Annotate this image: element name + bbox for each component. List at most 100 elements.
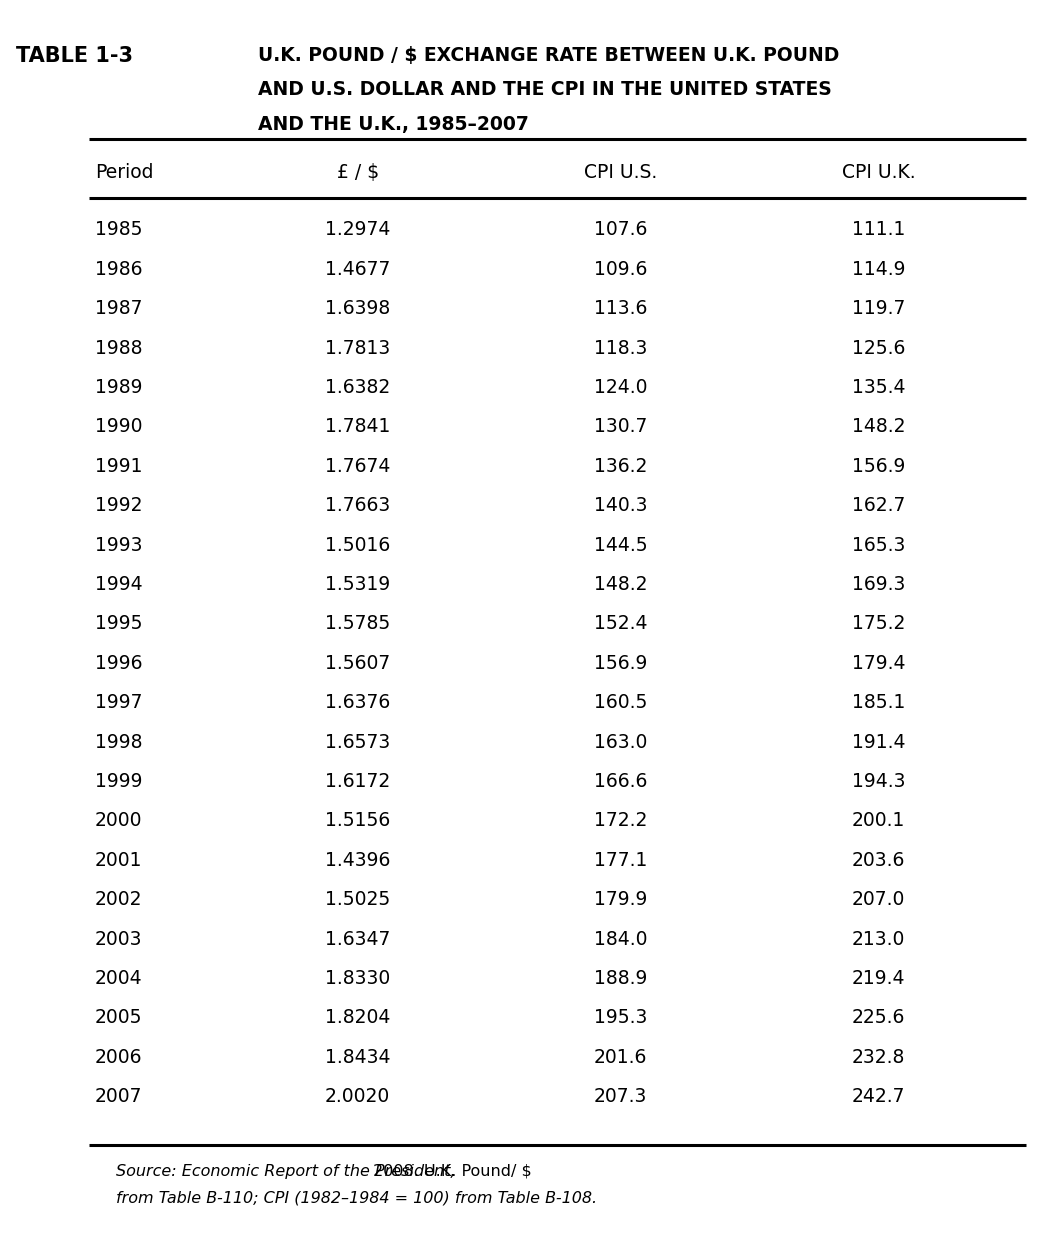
Text: 1.6573: 1.6573 (325, 733, 390, 751)
Text: 130.7: 130.7 (594, 417, 647, 436)
Text: 2001: 2001 (95, 851, 142, 870)
Text: 219.4: 219.4 (852, 969, 905, 988)
Text: 1995: 1995 (95, 614, 142, 634)
Text: 1.5785: 1.5785 (325, 614, 390, 634)
Text: 1994: 1994 (95, 574, 142, 594)
Text: 166.6: 166.6 (594, 773, 647, 791)
Text: 140.3: 140.3 (594, 496, 647, 515)
Text: 203.6: 203.6 (852, 851, 905, 870)
Text: 1985: 1985 (95, 220, 142, 239)
Text: 1.7841: 1.7841 (325, 417, 390, 436)
Text: 1986: 1986 (95, 260, 142, 279)
Text: 2002: 2002 (95, 890, 142, 909)
Text: 1991: 1991 (95, 457, 142, 475)
Text: 191.4: 191.4 (852, 733, 905, 751)
Text: 2005: 2005 (95, 1009, 142, 1028)
Text: 185.1: 185.1 (852, 693, 905, 712)
Text: 156.9: 156.9 (594, 654, 647, 672)
Text: 152.4: 152.4 (594, 614, 647, 634)
Text: 1.6376: 1.6376 (325, 693, 390, 712)
Text: 1987: 1987 (95, 300, 142, 318)
Text: 125.6: 125.6 (852, 338, 905, 358)
Text: 207.0: 207.0 (852, 890, 905, 909)
Text: 1.6398: 1.6398 (325, 300, 390, 318)
Text: 175.2: 175.2 (852, 614, 905, 634)
Text: 1989: 1989 (95, 378, 142, 397)
Text: 144.5: 144.5 (594, 536, 647, 555)
Text: 200.1: 200.1 (852, 811, 905, 831)
Text: 1.6382: 1.6382 (325, 378, 390, 397)
Text: CPI U.K.: CPI U.K. (842, 163, 915, 182)
Text: AND U.S. DOLLAR AND THE CPI IN THE UNITED STATES: AND U.S. DOLLAR AND THE CPI IN THE UNITE… (258, 80, 831, 99)
Text: AND THE U.K., 1985–2007: AND THE U.K., 1985–2007 (258, 115, 528, 134)
Text: 1.5016: 1.5016 (325, 536, 390, 555)
Text: 162.7: 162.7 (852, 496, 905, 515)
Text: 114.9: 114.9 (852, 260, 905, 279)
Text: 1997: 1997 (95, 693, 142, 712)
Text: 172.2: 172.2 (594, 811, 647, 831)
Text: 2.0020: 2.0020 (325, 1087, 390, 1107)
Text: from Table B-110; CPI (1982–1984 = 100) from Table B-108.: from Table B-110; CPI (1982–1984 = 100) … (116, 1191, 596, 1206)
Text: 1.8204: 1.8204 (325, 1009, 390, 1028)
Text: 184.0: 184.0 (594, 930, 647, 948)
Text: 160.5: 160.5 (594, 693, 647, 712)
Text: 107.6: 107.6 (594, 220, 647, 239)
Text: 2007: 2007 (95, 1087, 142, 1107)
Text: 165.3: 165.3 (852, 536, 905, 555)
Text: 2004: 2004 (95, 969, 142, 988)
Text: 1996: 1996 (95, 654, 142, 672)
Text: 135.4: 135.4 (852, 378, 905, 397)
Text: 113.6: 113.6 (594, 300, 647, 318)
Text: £ / $: £ / $ (337, 163, 379, 182)
Text: 1.2974: 1.2974 (325, 220, 390, 239)
Text: Period: Period (95, 163, 154, 182)
Text: 148.2: 148.2 (594, 574, 647, 594)
Text: 225.6: 225.6 (852, 1009, 905, 1028)
Text: 1990: 1990 (95, 417, 142, 436)
Text: 195.3: 195.3 (594, 1009, 647, 1028)
Text: 1992: 1992 (95, 496, 142, 515)
Text: 118.3: 118.3 (594, 338, 647, 358)
Text: 2006: 2006 (95, 1047, 142, 1067)
Text: 1.8330: 1.8330 (325, 969, 390, 988)
Text: 1.5319: 1.5319 (325, 574, 390, 594)
Text: 163.0: 163.0 (594, 733, 647, 751)
Text: 119.7: 119.7 (852, 300, 905, 318)
Text: CPI U.S.: CPI U.S. (584, 163, 658, 182)
Text: 232.8: 232.8 (852, 1047, 905, 1067)
Text: 1.5607: 1.5607 (325, 654, 390, 672)
Text: 1.5156: 1.5156 (325, 811, 390, 831)
Text: 1.6172: 1.6172 (325, 773, 390, 791)
Text: 179.9: 179.9 (594, 890, 647, 909)
Text: 1.7813: 1.7813 (325, 338, 390, 358)
Text: 1.7674: 1.7674 (325, 457, 390, 475)
Text: 2008. U.K. Pound/ $: 2008. U.K. Pound/ $ (368, 1164, 531, 1179)
Text: U.K. POUND / $ EXCHANGE RATE BETWEEN U.K. POUND: U.K. POUND / $ EXCHANGE RATE BETWEEN U.K… (258, 46, 839, 64)
Text: 242.7: 242.7 (852, 1087, 905, 1107)
Text: 2003: 2003 (95, 930, 142, 948)
Text: Source: Economic Report of the President,: Source: Economic Report of the President… (116, 1164, 456, 1179)
Text: 1.7663: 1.7663 (325, 496, 390, 515)
Text: 179.4: 179.4 (852, 654, 905, 672)
Text: 194.3: 194.3 (852, 773, 905, 791)
Text: 201.6: 201.6 (594, 1047, 647, 1067)
Text: 188.9: 188.9 (594, 969, 647, 988)
Text: 1.4396: 1.4396 (325, 851, 390, 870)
Text: 2000: 2000 (95, 811, 142, 831)
Text: 124.0: 124.0 (594, 378, 647, 397)
Text: 177.1: 177.1 (594, 851, 647, 870)
Text: TABLE 1-3: TABLE 1-3 (16, 46, 133, 66)
Text: 148.2: 148.2 (852, 417, 905, 436)
Text: 1.4677: 1.4677 (325, 260, 390, 279)
Text: 1.5025: 1.5025 (325, 890, 390, 909)
Text: 1998: 1998 (95, 733, 142, 751)
Text: 1.6347: 1.6347 (325, 930, 390, 948)
Text: 1988: 1988 (95, 338, 142, 358)
Text: 213.0: 213.0 (852, 930, 905, 948)
Text: 169.3: 169.3 (852, 574, 905, 594)
Text: 156.9: 156.9 (852, 457, 905, 475)
Text: 1.8434: 1.8434 (325, 1047, 390, 1067)
Text: 109.6: 109.6 (594, 260, 647, 279)
Text: 111.1: 111.1 (852, 220, 905, 239)
Text: 1999: 1999 (95, 773, 142, 791)
